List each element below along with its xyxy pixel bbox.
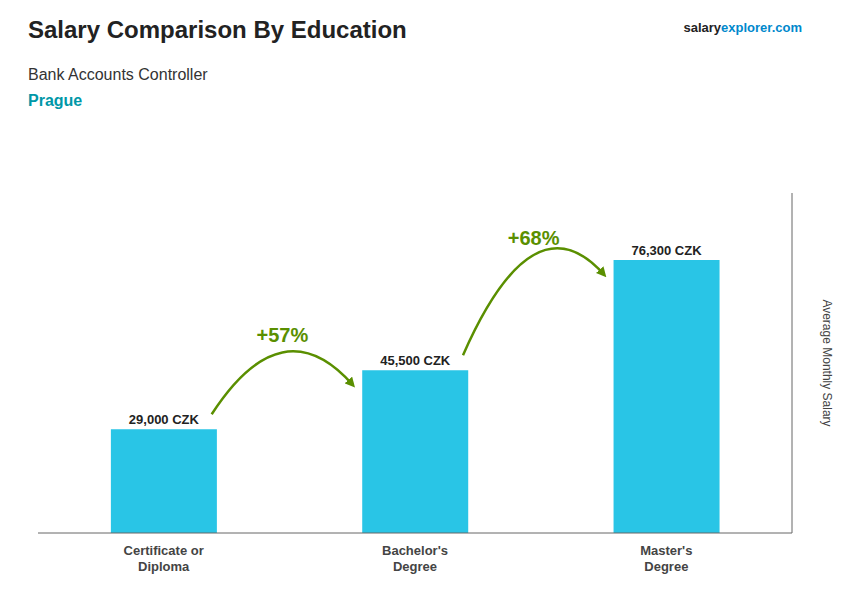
svg-text:+57%: +57% xyxy=(256,324,308,346)
svg-text:+68%: +68% xyxy=(508,227,560,249)
svg-text:45,500 CZK: 45,500 CZK xyxy=(380,353,451,368)
svg-text:Master'sDegree: Master'sDegree xyxy=(640,543,692,574)
html-text:Bank Accounts Controller: Bank Accounts Controller xyxy=(28,66,208,83)
svg-text:Average Monthly Salary: Average Monthly Salary xyxy=(820,299,834,426)
svg-text:Certificate orDiploma: Certificate orDiploma xyxy=(124,543,204,574)
html-text:salary explorer.com: salary explorer.com xyxy=(683,20,802,35)
svg-text:29,000 CZK: 29,000 CZK xyxy=(129,412,200,427)
svg-text:76,300 CZK: 76,300 CZK xyxy=(632,243,703,258)
html-text:Salary Comparison By Education: Salary Comparison By Education xyxy=(28,16,407,43)
html-text:Prague: Prague xyxy=(28,92,83,109)
svg-text:Bachelor'sDegree: Bachelor'sDegree xyxy=(382,543,448,574)
